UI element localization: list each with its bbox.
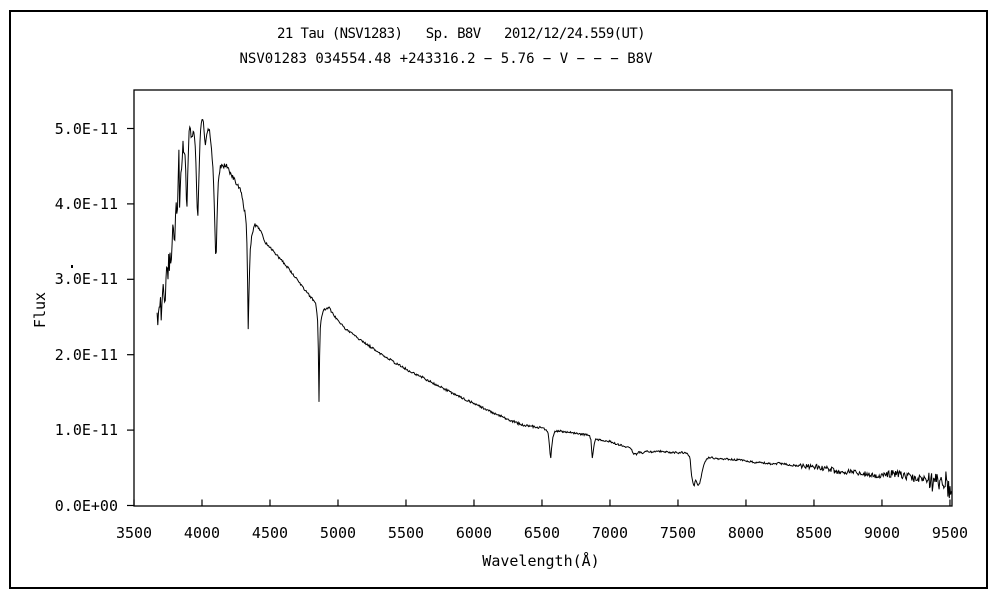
x-tick-label: 9000 [863, 524, 901, 542]
x-tick-label: 8000 [727, 524, 765, 542]
flux-label-dot [71, 265, 73, 268]
spectrum-curve [156, 119, 953, 499]
x-tick-label: 9500 [931, 524, 969, 542]
y-tick-label: 5.0E-11 [54, 119, 118, 138]
y-tick-label: 1.0E-11 [54, 421, 118, 440]
y-tick-label: 2.0E-11 [54, 345, 118, 364]
x-tick-label: 6000 [455, 524, 493, 542]
x-tick-label: 3500 [115, 524, 153, 542]
chart-title-line2: NSV01283 034554.48 +243316.2 − 5.76 − V … [239, 51, 653, 67]
outer-frame [9, 10, 988, 589]
plot-box [133, 89, 953, 507]
y-tick-label: 3.0E-11 [54, 270, 118, 289]
y-tick-label: 4.0E-11 [54, 194, 118, 213]
x-axis-label: Wavelength(Å) [482, 552, 600, 570]
y-axis-ticks [127, 127, 134, 507]
y-axis-label: Flux [31, 291, 49, 329]
x-tick-label: 7500 [659, 524, 697, 542]
x-tick-label: 6500 [523, 524, 561, 542]
x-tick-label: 7000 [591, 524, 629, 542]
x-tick-label: 5000 [319, 524, 357, 542]
y-tick-label: 0.0E+00 [54, 496, 118, 515]
x-tick-label: 5500 [387, 524, 425, 542]
chart-title-line1: 21 Tau (NSV1283) Sp. B8V 2012/12/24.559(… [277, 26, 646, 42]
x-tick-label: 4500 [251, 524, 289, 542]
x-axis-ticks [133, 499, 951, 506]
x-tick-label: 8500 [795, 524, 833, 542]
x-tick-label: 4000 [183, 524, 221, 542]
